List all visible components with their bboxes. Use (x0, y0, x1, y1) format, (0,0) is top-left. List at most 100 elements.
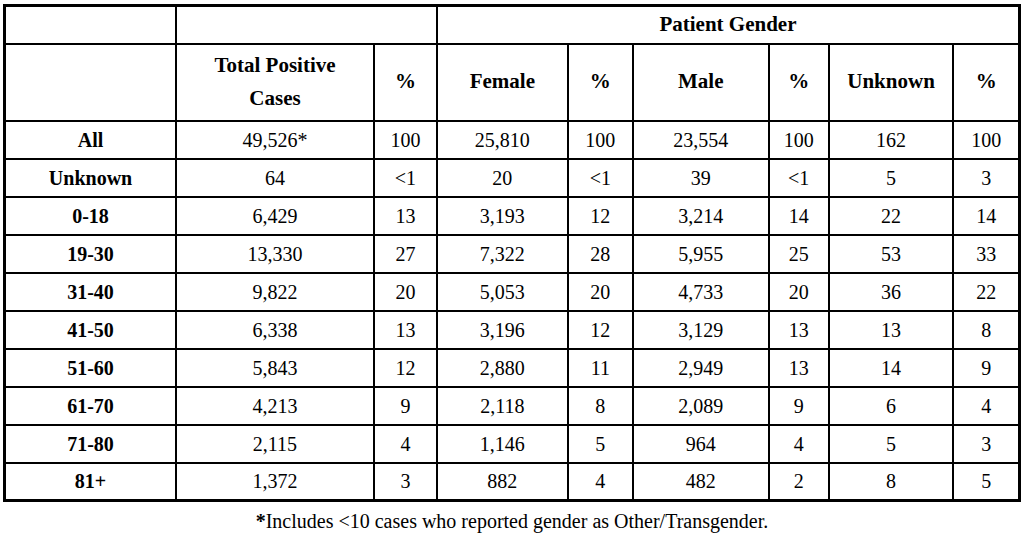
cell-unknown: 53 (829, 235, 954, 273)
cell-total-pct: 13 (374, 197, 437, 235)
cell-female: 2,880 (437, 349, 568, 387)
cell-unknown-pct: 8 (953, 311, 1019, 349)
table-footnote: *Includes <10 cases who reported gender … (0, 510, 1024, 533)
patient-gender-group-header: Patient Gender (437, 6, 1020, 44)
cell-female-pct: 8 (568, 387, 633, 425)
table-row-unknown: Unknown 64 <1 20 <1 39 <1 5 3 (5, 159, 1020, 197)
report-page: Patient Gender Total Positive Cases % Fe… (0, 4, 1024, 554)
cell-male: 4,733 (633, 273, 769, 311)
cell-unknown: 22 (829, 197, 954, 235)
col-header-female-pct: % (568, 44, 633, 121)
cell-total: 1,372 (176, 463, 374, 501)
table-row-51-60: 51-60 5,843 12 2,880 11 2,949 13 14 9 (5, 349, 1020, 387)
col-header-female: Female (437, 44, 568, 121)
row-label: 61-70 (5, 387, 177, 425)
cell-male: 482 (633, 463, 769, 501)
cell-total-pct: 20 (374, 273, 437, 311)
cell-female-pct: <1 (568, 159, 633, 197)
cell-female-pct: 100 (568, 121, 633, 159)
cell-female-pct: 12 (568, 197, 633, 235)
cell-unknown: 5 (829, 425, 954, 463)
cell-unknown: 8 (829, 463, 954, 501)
total-cases-group-cell-empty (176, 6, 437, 44)
cell-total: 13,330 (176, 235, 374, 273)
cell-total-pct: <1 (374, 159, 437, 197)
cell-unknown-pct: 9 (953, 349, 1019, 387)
cell-male: 3,129 (633, 311, 769, 349)
cell-female: 1,146 (437, 425, 568, 463)
table-row-61-70: 61-70 4,213 9 2,118 8 2,089 9 6 4 (5, 387, 1020, 425)
cell-male-pct: 9 (769, 387, 829, 425)
col-header-male-pct: % (769, 44, 829, 121)
cell-total-pct: 100 (374, 121, 437, 159)
cell-female-pct: 28 (568, 235, 633, 273)
header-row-columns: Total Positive Cases % Female % Male % U… (5, 44, 1020, 121)
cell-total-pct: 27 (374, 235, 437, 273)
table-row-81plus: 81+ 1,372 3 882 4 482 2 8 5 (5, 463, 1020, 501)
cell-male-pct: 100 (769, 121, 829, 159)
cell-total: 9,822 (176, 273, 374, 311)
cell-unknown-pct: 33 (953, 235, 1019, 273)
patient-gender-table: Patient Gender Total Positive Cases % Fe… (3, 4, 1021, 502)
cell-unknown-pct: 3 (953, 425, 1019, 463)
cell-unknown: 162 (829, 121, 954, 159)
cell-total-pct: 12 (374, 349, 437, 387)
row-label: 81+ (5, 463, 177, 501)
cell-total-pct: 4 (374, 425, 437, 463)
cell-male: 2,949 (633, 349, 769, 387)
cell-male-pct: <1 (769, 159, 829, 197)
row-label: Unknown (5, 159, 177, 197)
cell-male-pct: 13 (769, 349, 829, 387)
cell-female-pct: 4 (568, 463, 633, 501)
cell-total-pct: 9 (374, 387, 437, 425)
row-label: 0-18 (5, 197, 177, 235)
col-header-unknown-pct: % (953, 44, 1019, 121)
row-label: 31-40 (5, 273, 177, 311)
cell-total: 6,338 (176, 311, 374, 349)
table-row-71-80: 71-80 2,115 4 1,146 5 964 4 5 3 (5, 425, 1020, 463)
cell-female: 2,118 (437, 387, 568, 425)
cell-unknown-pct: 22 (953, 273, 1019, 311)
row-label-header-empty (5, 44, 177, 121)
cell-unknown: 5 (829, 159, 954, 197)
cell-male-pct: 14 (769, 197, 829, 235)
cell-male-pct: 13 (769, 311, 829, 349)
row-label: 19-30 (5, 235, 177, 273)
row-label: All (5, 121, 177, 159)
cell-male-pct: 20 (769, 273, 829, 311)
cell-male: 3,214 (633, 197, 769, 235)
cell-unknown-pct: 5 (953, 463, 1019, 501)
cell-female-pct: 5 (568, 425, 633, 463)
cell-female: 882 (437, 463, 568, 501)
row-label: 41-50 (5, 311, 177, 349)
cell-female-pct: 12 (568, 311, 633, 349)
cell-unknown-pct: 4 (953, 387, 1019, 425)
cell-male-pct: 4 (769, 425, 829, 463)
table-row-41-50: 41-50 6,338 13 3,196 12 3,129 13 13 8 (5, 311, 1020, 349)
cell-male: 5,955 (633, 235, 769, 273)
cell-total: 2,115 (176, 425, 374, 463)
corner-cell-empty (5, 6, 177, 44)
cell-unknown: 13 (829, 311, 954, 349)
row-label: 51-60 (5, 349, 177, 387)
cell-male: 39 (633, 159, 769, 197)
cell-male: 23,554 (633, 121, 769, 159)
cell-female-pct: 11 (568, 349, 633, 387)
cell-total: 49,526* (176, 121, 374, 159)
cell-female-pct: 20 (568, 273, 633, 311)
footnote-asterisk: * (256, 510, 266, 532)
table-row-all: All 49,526* 100 25,810 100 23,554 100 16… (5, 121, 1020, 159)
cell-total: 64 (176, 159, 374, 197)
cell-male-pct: 25 (769, 235, 829, 273)
cell-total: 4,213 (176, 387, 374, 425)
cell-female: 3,196 (437, 311, 568, 349)
cell-female: 3,193 (437, 197, 568, 235)
cell-male-pct: 2 (769, 463, 829, 501)
row-label: 71-80 (5, 425, 177, 463)
cell-unknown: 14 (829, 349, 954, 387)
header-row-group: Patient Gender (5, 6, 1020, 44)
col-header-unknown: Unknown (829, 44, 954, 121)
cell-total-pct: 3 (374, 463, 437, 501)
cell-unknown: 6 (829, 387, 954, 425)
cell-male: 2,089 (633, 387, 769, 425)
